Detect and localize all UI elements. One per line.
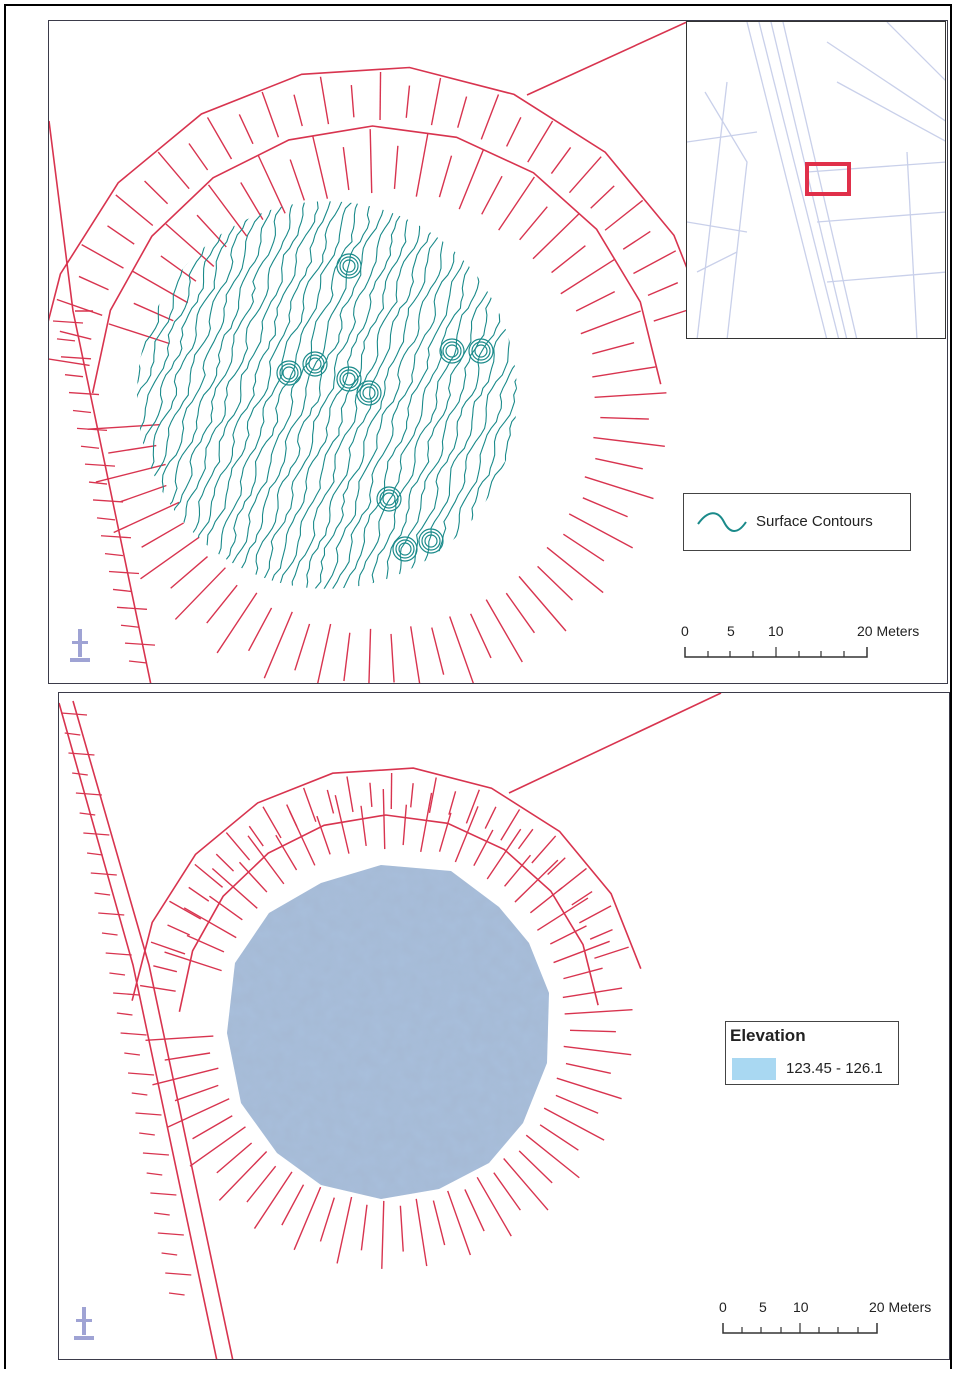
- north-arrow-icon: [74, 1307, 94, 1340]
- road-line: [704, 91, 748, 338]
- contour-legend: Surface Contours: [683, 493, 911, 551]
- road-line: [782, 22, 858, 338]
- ditch-hachures-bottom: [87, 392, 667, 683]
- scale-label-10: 10: [768, 623, 784, 639]
- scale-label-0: 0: [681, 623, 689, 639]
- contour-map-canvas: [49, 21, 715, 683]
- scale-label-0: 0: [719, 1299, 727, 1315]
- outer-bank-line: [131, 767, 642, 1001]
- locator-map-canvas: [687, 22, 945, 338]
- road-line: [758, 22, 840, 338]
- road-line: [687, 131, 758, 143]
- road-line: [806, 161, 945, 173]
- road-line: [816, 211, 945, 223]
- scale-bar: [722, 1323, 878, 1334]
- scale-label-5: 5: [727, 623, 735, 639]
- road-line: [826, 41, 945, 122]
- scale-label-20: 20 Meters: [857, 623, 920, 639]
- boundary-line: [508, 693, 722, 794]
- linear-bank-hachures: [60, 712, 192, 1296]
- hillshade-texture: [227, 865, 549, 1199]
- locator-box: [805, 162, 851, 196]
- linear-bank-inner: [72, 700, 234, 1359]
- surface-contours: [137, 201, 517, 589]
- road-line: [836, 81, 945, 142]
- contour-legend-swatch: [697, 512, 747, 532]
- outer-bank-line: [49, 66, 715, 336]
- road-line: [746, 22, 828, 338]
- scale-label-5: 5: [759, 1299, 767, 1315]
- bank-hachures: [49, 72, 700, 367]
- elevation-legend-range: 123.45 - 126.1: [786, 1060, 883, 1077]
- ditch-hachures-top: [164, 789, 623, 999]
- road-line: [826, 271, 945, 283]
- scale-bar: [684, 647, 868, 658]
- linear-bank-outer: [49, 120, 152, 683]
- elevation-legend: Elevation 123.45 - 126.1: [725, 1021, 899, 1085]
- locator-inset-map: [686, 21, 946, 339]
- elevation-map-panel: Elevation 123.45 - 126.1 0 5 10 20 Meter…: [58, 692, 950, 1360]
- inner-bank-line: [91, 125, 662, 394]
- bank-hachures: [139, 773, 629, 992]
- figure-sheet: [4, 4, 952, 1369]
- inner-bank-line: [178, 814, 599, 1012]
- linear-bank-hachures: [52, 320, 156, 664]
- road-line: [696, 251, 738, 273]
- road-line: [906, 151, 918, 338]
- north-arrow-icon: [70, 629, 90, 662]
- elevation-legend-title: Elevation: [730, 1026, 806, 1045]
- elevation-map-canvas: [59, 693, 722, 1359]
- road-line: [886, 22, 945, 81]
- ditch-hachures-bottom: [145, 1008, 633, 1269]
- road-line: [696, 81, 728, 338]
- scale-label-20: 20 Meters: [869, 1299, 932, 1315]
- scale-label-10: 10: [793, 1299, 809, 1315]
- linear-bank-outer: [59, 702, 218, 1359]
- elevation-legend-swatch: [732, 1058, 776, 1080]
- contour-map-panel: Surface Contours 0 5 10 20 Meters: [48, 20, 948, 684]
- ditch-hachures-top: [108, 129, 656, 378]
- road-line: [687, 221, 748, 233]
- boundary-line: [526, 21, 690, 96]
- contour-legend-label: Surface Contours: [756, 513, 873, 530]
